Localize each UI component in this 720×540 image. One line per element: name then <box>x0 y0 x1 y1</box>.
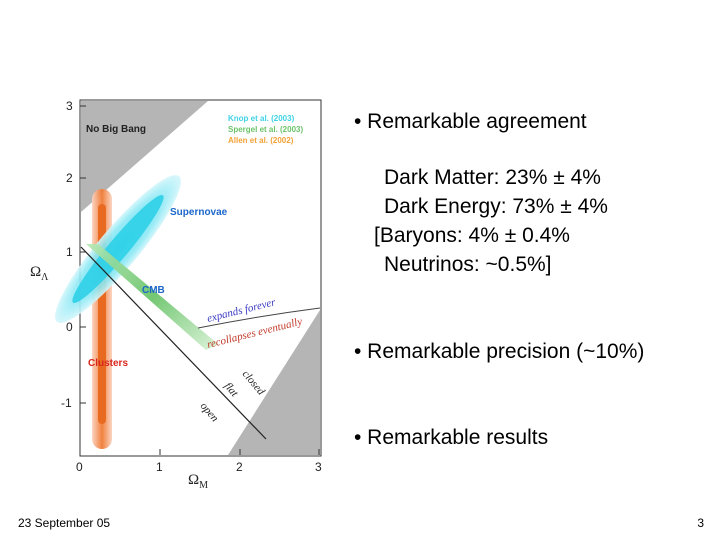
x-axis-label: ΩM <box>188 472 208 491</box>
legend-allen: Allen et al. (2002) <box>228 136 294 145</box>
y-tick-label: 3 <box>66 99 73 113</box>
no-big-bang-label: No Big Bang <box>86 124 146 135</box>
no-big-bang-region <box>81 101 208 212</box>
legend-knop: Knop et al. (2003) <box>228 114 295 123</box>
supernovae-contour-core <box>72 194 164 304</box>
bullet-agreement: • Remarkable agreement <box>354 110 587 133</box>
supernovae-label: Supernovae <box>170 207 228 218</box>
component-dark-energy: Dark Energy: 73% ± 4% <box>384 195 608 218</box>
y-tick-label: 0 <box>66 320 73 334</box>
y-tick-label: 1 <box>66 245 73 259</box>
footer-date: 23 September 05 <box>18 516 111 530</box>
page-number: 3 <box>697 516 704 530</box>
component-baryons: [Baryons: 4% ± 0.4% <box>374 224 570 247</box>
bullet-precision: • Remarkable precision (~10%) <box>354 340 645 363</box>
x-tick-label: 2 <box>236 460 243 474</box>
x-tick-label: 1 <box>156 460 163 474</box>
y-axis-label: ΩΛ <box>30 264 49 283</box>
flat-universe-line <box>80 246 267 440</box>
bullet-results: • Remarkable results <box>354 426 549 449</box>
lower-right-grey-region <box>228 310 320 455</box>
cosmology-constraint-figure: 3 2 1 0 -1 0 1 2 3 ΩΛ ΩM No Big Bang Sup… <box>28 94 328 494</box>
clusters-label: Clusters <box>88 358 128 369</box>
expansion-boundary-curve <box>197 307 321 329</box>
x-tick-label: 0 <box>76 460 83 474</box>
cmb-band <box>86 244 218 350</box>
axis-ticks <box>79 105 320 455</box>
x-tick-label: 3 <box>315 460 322 474</box>
cmb-label: CMB <box>142 285 165 296</box>
y-tick-label: 2 <box>66 171 73 185</box>
legend-spergel: Spergel et al. (2003) <box>228 125 303 134</box>
component-neutrinos: Neutrinos: ~0.5%] <box>384 253 552 276</box>
component-dark-matter: Dark Matter: 23% ± 4% <box>384 166 601 189</box>
y-tick-label: -1 <box>61 396 72 410</box>
omega-plane-plot: 3 2 1 0 -1 0 1 2 3 ΩΛ ΩM No Big Bang Sup… <box>30 99 322 491</box>
